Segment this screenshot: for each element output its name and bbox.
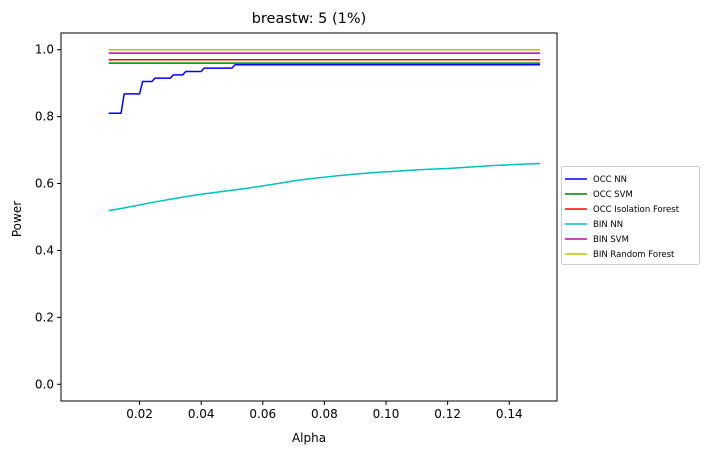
x-tick-label: 0.14 [496, 407, 523, 421]
y-ticks: 0.0 0.2 0.4 0.6 0.8 1.0 [35, 43, 61, 391]
series-line-bin-nn [108, 162, 541, 212]
y-tick-label: 0.8 [35, 110, 54, 124]
legend-label-bin-nn: BIN NN [593, 220, 623, 230]
y-tick-label: 0.0 [35, 377, 54, 391]
y-tick-label: 0.2 [35, 310, 54, 324]
y-tick-label: 0.6 [35, 177, 54, 191]
legend-entries: OCC NN OCC SVM OCC Isolation Forest BIN NN B… [565, 175, 680, 260]
x-tick-label: 0.04 [188, 407, 215, 421]
x-ticks: 0.02 0.04 0.06 0.08 0.10 0.12 0.14 [126, 401, 523, 421]
plot-frame [60, 32, 558, 402]
x-axis-label: Alpha [292, 431, 326, 445]
x-tick-label: 0.08 [311, 407, 338, 421]
x-tick-label: 0.10 [373, 407, 400, 421]
legend-box [561, 166, 700, 265]
legend-label-occ-isolation-forest: OCC Isolation Forest [593, 205, 680, 215]
x-tick-label: 0.02 [126, 407, 153, 421]
y-tick-label: 0.4 [35, 243, 54, 257]
plot-lines [108, 48, 541, 212]
legend-label-bin-random-forest: BIN Random Forest [593, 250, 675, 260]
x-tick-label: 0.12 [434, 407, 461, 421]
legend: OCC NN OCC SVM OCC Isolation Forest BIN NN B… [561, 166, 700, 265]
y-tick-label: 1.0 [35, 43, 54, 57]
legend-label-occ-nn: OCC NN [593, 175, 627, 185]
series-line-occ-nn [108, 64, 541, 115]
x-tick-label: 0.06 [249, 407, 276, 421]
legend-label-occ-svm: OCC SVM [593, 190, 633, 200]
y-axis-label: Power [10, 201, 24, 237]
legend-label-bin-svm: BIN SVM [593, 235, 629, 245]
chart-title: breastw: 5 (1%) [252, 11, 367, 27]
